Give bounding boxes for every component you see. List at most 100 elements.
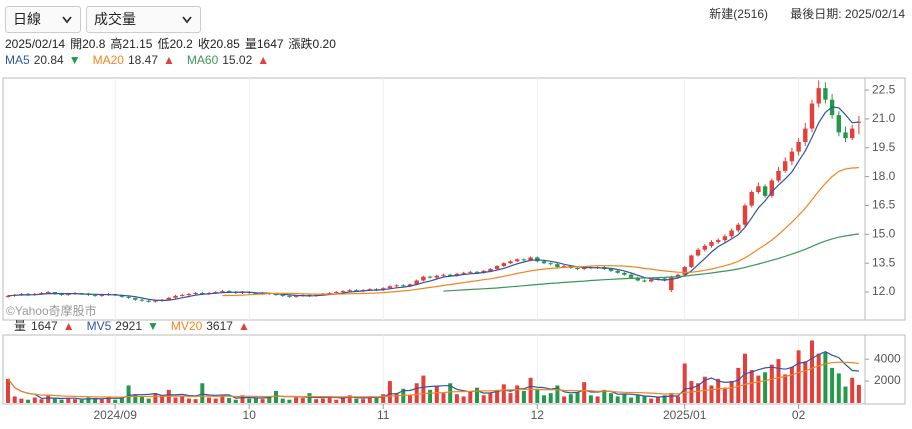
y-tick-label: 13.5 bbox=[872, 255, 896, 269]
volume-bar bbox=[521, 390, 526, 403]
volume-bar bbox=[609, 393, 613, 403]
volume-bar bbox=[274, 390, 278, 403]
volume-bar bbox=[642, 396, 647, 403]
candle-body bbox=[769, 180, 774, 196]
volume-bar bbox=[515, 385, 520, 403]
volume-bar bbox=[79, 399, 84, 403]
ma-legend: 15.02 bbox=[222, 53, 252, 67]
candle-body bbox=[783, 161, 788, 171]
candle-body bbox=[501, 263, 506, 267]
candle-body bbox=[139, 299, 145, 301]
volume-bar bbox=[12, 396, 17, 403]
candle-body bbox=[287, 295, 292, 297]
volume-bar bbox=[39, 399, 44, 403]
candle-body bbox=[803, 128, 808, 143]
volume-bar bbox=[6, 378, 10, 403]
candle-body bbox=[468, 271, 473, 273]
volume-bar bbox=[615, 396, 620, 403]
ma-line bbox=[7, 106, 859, 302]
ma-line bbox=[443, 233, 859, 292]
candle-body bbox=[52, 292, 58, 294]
volume-bar bbox=[253, 397, 258, 403]
candle-body bbox=[334, 292, 339, 294]
volume-bar bbox=[722, 387, 727, 403]
x-tick-label: 12 bbox=[531, 408, 545, 422]
volume-bar bbox=[488, 393, 493, 403]
volume-bar bbox=[421, 375, 426, 403]
candle-body bbox=[367, 289, 372, 291]
candle-body bbox=[220, 291, 225, 293]
volume-bar bbox=[300, 398, 305, 403]
volume-bar bbox=[434, 386, 439, 403]
volume-bar bbox=[19, 398, 24, 403]
volume-bar bbox=[743, 353, 747, 403]
period-select[interactable]: 日線 bbox=[5, 6, 81, 33]
volume-bar bbox=[856, 384, 861, 403]
volume-bar bbox=[173, 397, 178, 403]
volume-bar bbox=[602, 389, 607, 403]
volume-legend: MV5 bbox=[87, 319, 112, 333]
candle-body bbox=[293, 295, 299, 297]
volume-legend: 3617 bbox=[206, 319, 233, 333]
candle-body bbox=[126, 296, 131, 298]
volume-ma-line bbox=[7, 361, 859, 398]
candle-body bbox=[427, 276, 433, 278]
volume-bar bbox=[86, 397, 91, 403]
candle-body bbox=[702, 245, 707, 250]
volume-bar bbox=[73, 399, 77, 403]
candle-body bbox=[675, 274, 681, 277]
volume-bar bbox=[381, 394, 386, 403]
volume-bar bbox=[716, 378, 721, 403]
ma-legend: ▲ bbox=[257, 53, 269, 67]
volume-bar bbox=[354, 398, 359, 403]
candle-body bbox=[689, 255, 694, 268]
volume-bar bbox=[240, 395, 245, 403]
candle-body bbox=[133, 297, 138, 300]
volume-legend: ▼ bbox=[147, 319, 159, 333]
volume-bar bbox=[655, 397, 660, 403]
volume-legend: 2921 bbox=[115, 319, 142, 333]
volume-bar bbox=[153, 393, 158, 403]
x-tick-label: 10 bbox=[243, 408, 257, 422]
volume-bar bbox=[428, 389, 433, 403]
volume-bar bbox=[367, 396, 372, 403]
volume-bar bbox=[810, 340, 814, 403]
candle-body bbox=[46, 292, 51, 294]
volume-bar bbox=[186, 398, 191, 403]
volume-legend: ▲ bbox=[63, 319, 75, 333]
volume-bar bbox=[314, 399, 319, 403]
candle-body bbox=[541, 261, 547, 264]
volume-bar bbox=[635, 395, 640, 403]
volume-bar bbox=[682, 363, 687, 403]
volume-bar bbox=[46, 395, 51, 403]
volume-legend: 1647 bbox=[31, 319, 58, 333]
candle-body bbox=[354, 290, 359, 292]
volume-bar bbox=[588, 395, 593, 403]
y-tick-label: 12.0 bbox=[872, 284, 896, 298]
candle-body bbox=[555, 264, 560, 268]
volume-bar bbox=[93, 398, 98, 403]
chevron bbox=[62, 16, 72, 24]
volume-bar bbox=[562, 396, 567, 403]
candle-body bbox=[253, 292, 259, 294]
volume-bar bbox=[468, 392, 473, 403]
volume-bar bbox=[441, 393, 446, 403]
volume-bar bbox=[193, 399, 198, 403]
y-tick-label: 19.5 bbox=[872, 140, 896, 154]
volume-bar bbox=[207, 397, 211, 403]
indicator-select[interactable]: 成交量 bbox=[86, 6, 201, 33]
ma-line bbox=[222, 167, 859, 297]
y-tick-label: 15.0 bbox=[872, 227, 896, 241]
volume-bar bbox=[749, 370, 754, 403]
volume-bar bbox=[662, 395, 667, 403]
candle-body bbox=[153, 300, 158, 302]
volume-bar bbox=[401, 388, 406, 403]
volume-legend: 量 bbox=[14, 319, 26, 333]
candle-body bbox=[414, 280, 419, 285]
y-tick-label: 4000 bbox=[874, 351, 901, 365]
candle-body bbox=[434, 275, 439, 278]
volume-bar bbox=[676, 396, 680, 403]
candle-body bbox=[716, 240, 721, 243]
volume-bar bbox=[220, 396, 225, 403]
